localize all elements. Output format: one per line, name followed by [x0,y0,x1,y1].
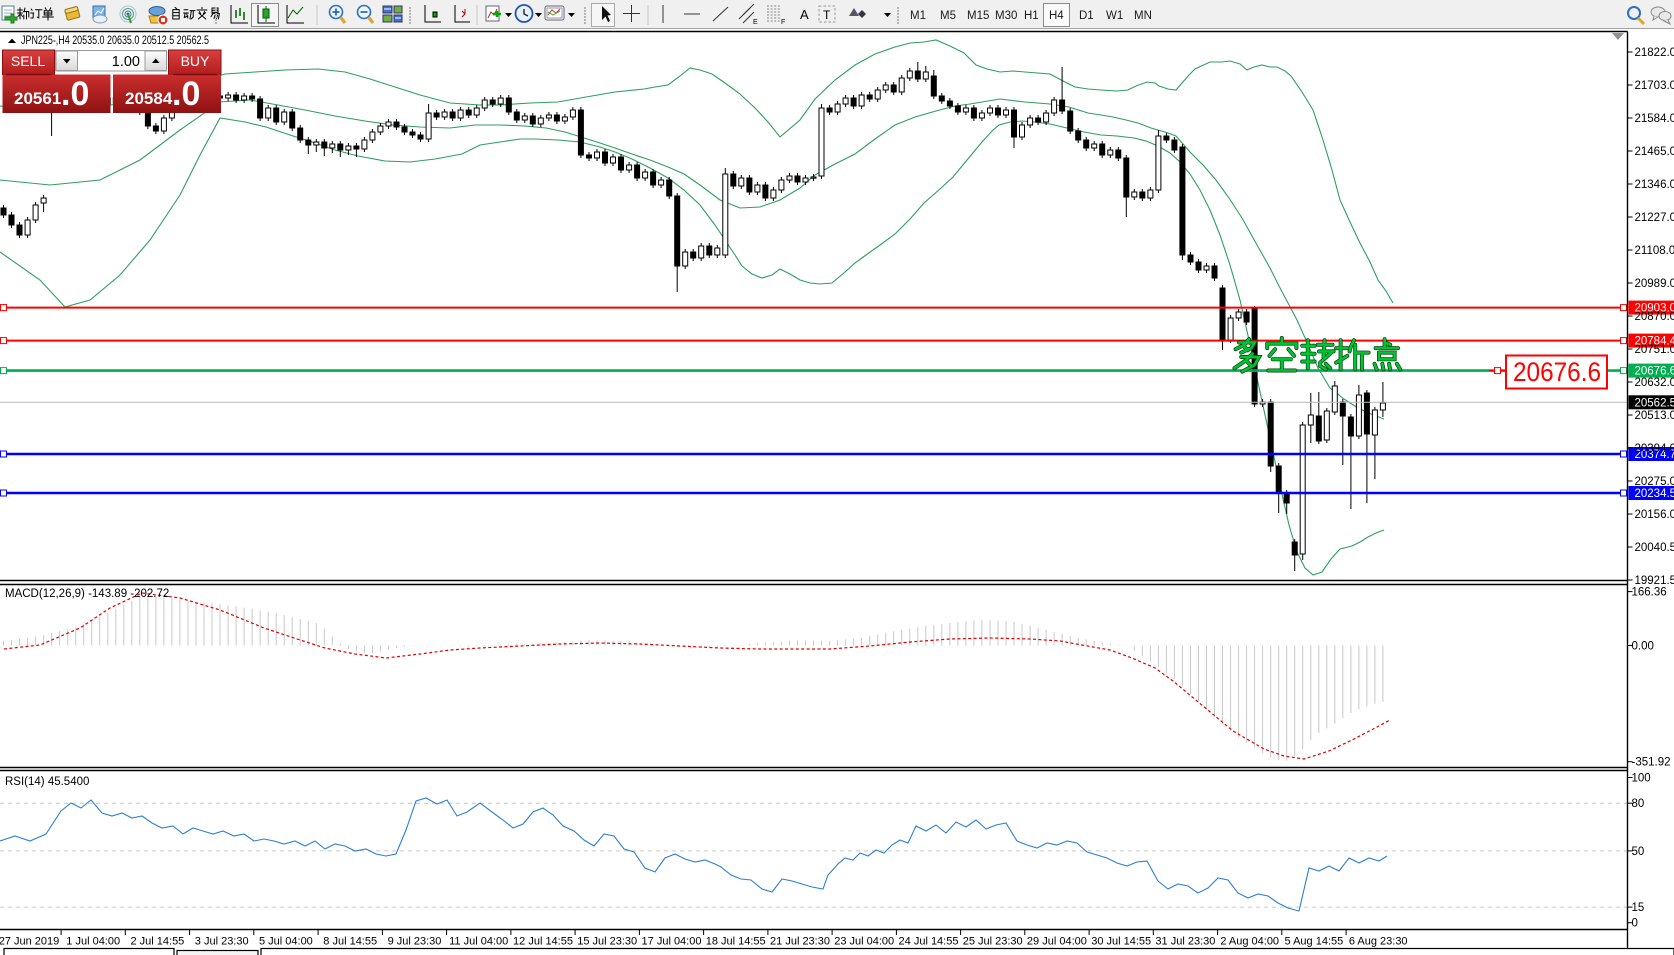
svg-text:6 Aug 23:30: 6 Aug 23:30 [1349,936,1408,948]
svg-text:21108.0: 21108.0 [1635,245,1674,257]
svg-text:15 Jul 23:30: 15 Jul 23:30 [577,936,637,948]
svg-text:3 Jul 23:30: 3 Jul 23:30 [195,936,249,948]
svg-text:T: T [823,8,831,22]
svg-text:.0: .0 [61,75,89,113]
svg-text:5 Aug 14:55: 5 Aug 14:55 [1285,936,1344,948]
svg-text:20632.0: 20632.0 [1635,377,1674,389]
svg-text:20676.6: 20676.6 [1513,357,1601,387]
svg-text:A: A [800,7,809,22]
svg-text:20040.5: 20040.5 [1635,542,1674,554]
svg-text:20562.5: 20562.5 [1635,397,1674,409]
svg-text:9 Jul 23:30: 9 Jul 23:30 [388,936,442,948]
svg-text:8 Jul 14:55: 8 Jul 14:55 [323,936,377,948]
svg-text:21703.0: 21703.0 [1635,80,1674,92]
svg-text:1.00: 1.00 [112,54,140,70]
svg-text:5 Jul 04:00: 5 Jul 04:00 [259,936,313,948]
svg-text:20513.0: 20513.0 [1635,410,1674,422]
svg-text:21584.0: 21584.0 [1635,113,1674,125]
svg-text:20561: 20561 [14,89,61,108]
svg-text:30 Jul 14:55: 30 Jul 14:55 [1091,936,1151,948]
svg-text:31 Jul 23:30: 31 Jul 23:30 [1155,936,1215,948]
svg-text:18 Jul 14:55: 18 Jul 14:55 [706,936,766,948]
svg-text:23 Jul 04:00: 23 Jul 04:00 [834,936,894,948]
svg-text:M1: M1 [910,10,926,22]
svg-text:21227.0: 21227.0 [1635,212,1674,224]
svg-text:24 Jul 14:55: 24 Jul 14:55 [899,936,959,948]
svg-text:12 Jul 14:55: 12 Jul 14:55 [513,936,573,948]
svg-text:-351.92: -351.92 [1632,757,1671,769]
svg-text:MACD(12,26,9) -143.89 -202.72: MACD(12,26,9) -143.89 -202.72 [5,588,169,600]
svg-text:JPN225-,H4 20535.0 20635.0 20: JPN225-,H4 20535.0 20635.0 20512.5 20562… [21,33,209,47]
svg-text:17 Jul 04:00: 17 Jul 04:00 [642,936,702,948]
svg-text:20275.0: 20275.0 [1635,476,1674,488]
svg-text:15: 15 [1632,902,1645,914]
svg-text:20374.7: 20374.7 [1635,449,1674,461]
svg-text:20989.0: 20989.0 [1635,278,1674,290]
svg-text:D1: D1 [1079,10,1094,22]
svg-text:20584: 20584 [125,89,173,108]
svg-text:1 Jul 04:00: 1 Jul 04:00 [66,936,120,948]
svg-text:0.00: 0.00 [1632,641,1654,653]
svg-text:166.36: 166.36 [1632,587,1667,599]
svg-text:27 Jun 2019: 27 Jun 2019 [0,936,59,948]
svg-text:21822.0: 21822.0 [1635,47,1674,59]
svg-text:20903.0: 20903.0 [1635,303,1674,315]
svg-text:25 Jul 23:30: 25 Jul 23:30 [963,936,1023,948]
svg-text:M5: M5 [940,10,956,22]
svg-text:.0: .0 [172,75,200,113]
svg-text:SELL: SELL [11,53,45,69]
svg-text:BUY: BUY [181,53,210,69]
svg-text:50: 50 [1632,846,1645,858]
svg-text:H1: H1 [1024,10,1039,22]
svg-text:100: 100 [1632,773,1651,785]
svg-text:29 Jul 04:00: 29 Jul 04:00 [1027,936,1087,948]
svg-text:20156.0: 20156.0 [1635,509,1674,521]
svg-text:RSI(14) 45.5400: RSI(14) 45.5400 [5,776,89,788]
svg-text:H4: H4 [1049,10,1064,22]
svg-text:21465.0: 21465.0 [1635,146,1674,158]
svg-text:20751.0: 20751.0 [1635,344,1674,356]
svg-text:21346.0: 21346.0 [1635,179,1674,191]
svg-text:F: F [781,19,785,26]
svg-text:MN: MN [1134,10,1152,22]
svg-text:20784.4: 20784.4 [1635,336,1674,348]
svg-text:20234.5: 20234.5 [1635,488,1674,500]
svg-text:20394.0: 20394.0 [1635,443,1674,455]
svg-text:11 Jul 04:00: 11 Jul 04:00 [449,936,508,948]
svg-text:21 Jul 23:30: 21 Jul 23:30 [770,936,830,948]
svg-text:20870.0: 20870.0 [1635,311,1674,323]
svg-text:M15: M15 [967,10,989,22]
svg-text:W1: W1 [1106,10,1123,22]
svg-text:0: 0 [1632,918,1638,930]
svg-text:2 Aug 04:00: 2 Aug 04:00 [1220,936,1279,948]
svg-text:19921.5: 19921.5 [1635,575,1674,587]
svg-text:2 Jul 14:55: 2 Jul 14:55 [130,936,184,948]
svg-text:M30: M30 [995,10,1017,22]
svg-text:20676.6: 20676.6 [1635,366,1674,378]
svg-text:E: E [753,19,758,26]
svg-text:80: 80 [1632,798,1645,810]
